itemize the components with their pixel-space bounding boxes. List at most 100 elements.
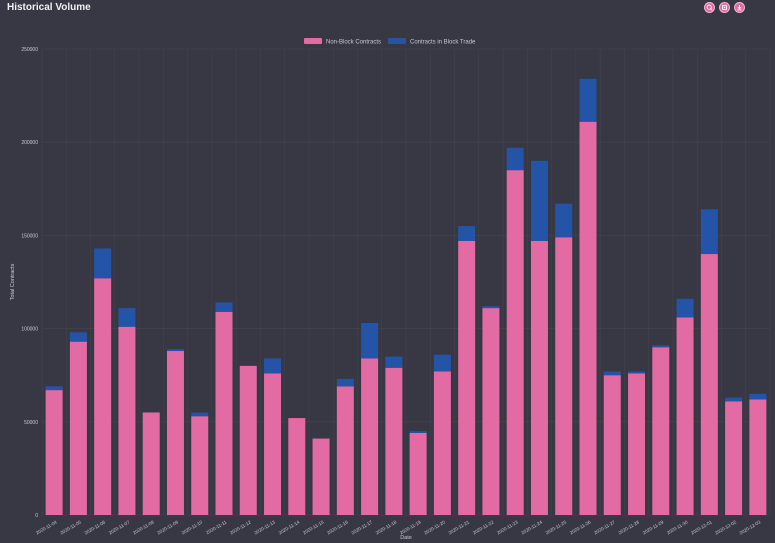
download-button[interactable] — [734, 2, 745, 13]
x-tick-label: 2020-11-18 — [375, 519, 398, 535]
bar-non-block — [264, 373, 282, 515]
y-axis-title: Total Contracts — [10, 263, 16, 300]
bar-non-block — [725, 401, 743, 515]
bar-block-trade — [579, 78, 597, 122]
bar-block-trade — [166, 349, 184, 351]
bar-non-block — [579, 121, 597, 516]
y-tick-label: 200000 — [21, 140, 38, 146]
zoom-in-button[interactable] — [704, 2, 715, 13]
bar-block-trade — [361, 323, 379, 359]
bar-non-block — [94, 278, 112, 515]
bar-non-block — [239, 365, 257, 515]
x-tick-label: 2020-11-11 — [205, 519, 228, 535]
x-tick-label: 2020-11-05 — [59, 519, 82, 535]
bar-block-trade — [603, 371, 621, 376]
bar-non-block — [142, 412, 160, 515]
bar-non-block — [215, 311, 233, 515]
x-tick-label: 2020-11-07 — [108, 519, 131, 535]
bar-non-block — [45, 390, 63, 515]
x-tick-label: 2020-11-20 — [423, 519, 446, 535]
legend-label-block-trade: Contracts in Block Trade — [410, 39, 476, 45]
bar-block-trade — [336, 378, 354, 387]
bar-non-block — [69, 341, 87, 515]
bar-block-trade — [555, 203, 573, 238]
bar-block-trade — [749, 393, 767, 400]
x-tick-label: 2020-11-09 — [156, 519, 179, 535]
y-tick-label: 100000 — [21, 327, 38, 333]
bar-block-trade — [700, 209, 718, 255]
bar-non-block — [409, 432, 427, 515]
bar-non-block — [336, 386, 354, 515]
bar-block-trade — [264, 358, 282, 374]
x-tick-label: 2020-11-06 — [84, 519, 107, 535]
x-tick-label: 2020-11-19 — [399, 519, 422, 535]
bar-non-block — [749, 399, 767, 515]
x-tick-label: 2020-11-04 — [35, 519, 58, 535]
reset-zoom-button[interactable] — [719, 2, 730, 13]
y-tick-label: 250000 — [21, 47, 38, 53]
x-tick-label: 2020-11-22 — [472, 519, 495, 535]
legend-swatch-non-block — [304, 38, 322, 44]
bar-non-block — [191, 416, 209, 515]
bar-block-trade — [725, 397, 743, 402]
chart-toolbar — [704, 2, 745, 13]
x-tick-label: 2020-11-17 — [351, 519, 374, 535]
bar-block-trade — [506, 147, 524, 171]
x-tick-label: 2020-11-21 — [448, 519, 471, 535]
x-tick-label: 2020-11-14 — [278, 519, 301, 535]
legend-swatch-block-trade — [388, 38, 406, 44]
bar-block-trade — [628, 371, 646, 374]
bar-non-block — [385, 367, 403, 515]
chart-header: Historical Volume — [0, 0, 775, 18]
bar-block-trade — [45, 386, 63, 391]
bar-block-trade — [433, 354, 451, 372]
bar-non-block — [652, 347, 670, 515]
bar-non-block — [506, 170, 524, 515]
bar-non-block — [555, 237, 573, 515]
legend-label-non-block: Non-Block Contracts — [326, 39, 381, 45]
bar-block-trade — [482, 306, 500, 309]
bar-block-trade — [191, 412, 209, 417]
bar-block-trade — [385, 356, 403, 368]
x-tick-label: 2020-11-25 — [545, 519, 568, 535]
x-tick-label: 2020-11-29 — [642, 519, 665, 535]
bar-non-block — [288, 418, 306, 515]
x-tick-label: 2020-11-12 — [229, 519, 252, 535]
bar-block-trade — [69, 332, 87, 342]
x-tick-label: 2020-12-01 — [690, 519, 713, 535]
bar-non-block — [700, 254, 718, 516]
x-tick-label: 2020-11-16 — [326, 519, 349, 535]
bar-non-block — [482, 308, 500, 515]
y-tick-label: 50000 — [24, 420, 38, 426]
x-tick-label: 2020-12-03 — [739, 519, 762, 535]
bar-block-trade — [118, 308, 136, 327]
x-tick-label: 2020-11-26 — [569, 519, 592, 535]
x-tick-label: 2020-11-13 — [253, 519, 276, 535]
bar-non-block — [118, 326, 136, 515]
y-tick-label: 0 — [35, 513, 38, 519]
x-tick-label: 2020-11-08 — [132, 519, 155, 535]
bar-non-block — [603, 375, 621, 515]
bar-non-block — [458, 240, 476, 515]
bar-block-trade — [409, 431, 427, 433]
x-tick-label: 2020-11-27 — [593, 519, 616, 535]
bar-block-trade — [652, 345, 670, 348]
x-axis-title: Date — [400, 535, 412, 541]
y-tick-label: 150000 — [21, 233, 38, 239]
bar-non-block — [530, 240, 548, 515]
bar-block-trade — [94, 248, 112, 279]
bar-non-block — [676, 317, 694, 515]
bar-block-trade — [458, 226, 476, 241]
chart-title: Historical Volume — [7, 2, 91, 13]
x-tick-label: 2020-11-24 — [520, 519, 543, 535]
bar-non-block — [312, 438, 330, 515]
bar-non-block — [166, 350, 184, 515]
bar-non-block — [628, 373, 646, 515]
reset-zoom-icon — [721, 4, 728, 11]
download-icon — [737, 5, 742, 11]
x-tick-label: 2020-11-30 — [666, 519, 689, 535]
bar-block-trade — [215, 302, 233, 312]
bar-non-block — [433, 371, 451, 515]
x-tick-label: 2020-11-28 — [617, 519, 640, 535]
